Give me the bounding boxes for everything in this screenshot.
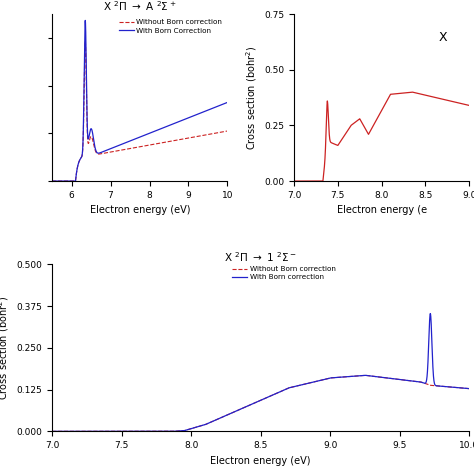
With Born Correction <box>82 18 88 23</box>
Without Born correction <box>49 428 55 434</box>
X-axis label: Electron energy (eV): Electron energy (eV) <box>210 456 311 465</box>
Without Born correction <box>225 128 230 134</box>
With Born correction <box>300 382 305 387</box>
With Born correction <box>428 311 433 317</box>
With Born correction <box>466 386 472 392</box>
Legend: Without Born correction, With Born Correction: Without Born correction, With Born Corre… <box>118 18 224 35</box>
With Born correction <box>320 377 326 383</box>
Legend: Without Born correction, With Born correction: Without Born correction, With Born corre… <box>231 265 337 282</box>
Without Born correction <box>392 376 398 382</box>
Without Born correction <box>193 134 199 139</box>
Line: Without Born correction: Without Born correction <box>52 41 228 181</box>
With Born Correction <box>116 143 122 148</box>
With Born Correction <box>164 124 169 129</box>
With Born correction <box>125 428 131 434</box>
With Born correction <box>209 419 214 425</box>
Without Born correction <box>362 373 368 378</box>
Y-axis label: Cross section (bohr$^2$): Cross section (bohr$^2$) <box>0 296 11 400</box>
Line: Without Born correction: Without Born correction <box>52 375 469 431</box>
Without Born correction <box>164 139 169 145</box>
Without Born correction <box>155 141 160 146</box>
X-axis label: Electron energy (e: Electron energy (e <box>337 205 427 215</box>
Without Born correction <box>81 97 87 103</box>
With Born Correction <box>180 117 186 123</box>
With Born correction <box>392 376 398 382</box>
Without Born correction <box>125 428 131 434</box>
With Born Correction <box>225 100 230 105</box>
Without Born correction <box>361 373 366 378</box>
Without Born correction <box>116 148 122 154</box>
Text: X: X <box>438 31 447 44</box>
Without Born correction <box>320 377 326 383</box>
Title: X $^2\Pi$ $\rightarrow$ A $^2\Sigma^+$: X $^2\Pi$ $\rightarrow$ A $^2\Sigma^+$ <box>103 0 176 13</box>
X-axis label: Electron energy (eV): Electron energy (eV) <box>90 205 190 215</box>
Without Born correction <box>49 178 55 184</box>
With Born Correction <box>155 128 160 133</box>
Y-axis label: Cross section (bohr$^2$): Cross section (bohr$^2$) <box>244 46 259 150</box>
Line: With Born correction: With Born correction <box>52 314 469 431</box>
With Born correction <box>49 428 55 434</box>
With Born Correction <box>193 112 199 118</box>
Without Born correction <box>300 382 305 387</box>
Without Born correction <box>180 136 186 142</box>
With Born Correction <box>49 178 55 184</box>
Without Born correction <box>82 38 88 44</box>
With Born Correction <box>81 87 87 93</box>
Without Born correction <box>209 419 214 425</box>
Without Born correction <box>466 386 472 392</box>
Title: X $^2\Pi$ $\rightarrow$ 1 $^2\Sigma^-$: X $^2\Pi$ $\rightarrow$ 1 $^2\Sigma^-$ <box>224 250 297 264</box>
With Born correction <box>361 373 366 378</box>
Line: With Born Correction: With Born Correction <box>52 20 228 181</box>
